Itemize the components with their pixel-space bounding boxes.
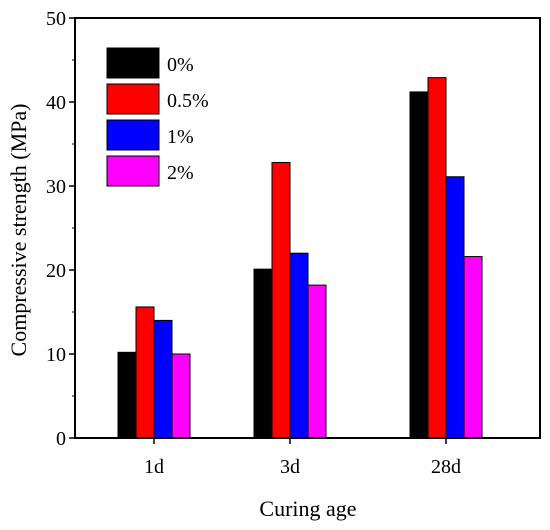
y-tick-label: 30 [46, 176, 66, 198]
bar-3d-0_5pct [271, 161, 291, 439]
bar-1d-0pct [117, 351, 137, 439]
y-tick-label: 20 [46, 260, 66, 282]
bar-28d-0_5pct [427, 77, 447, 439]
y-tick-label: 40 [46, 92, 66, 114]
x-tick-label-28d: 28d [431, 456, 461, 478]
bar-28d-0pct [409, 91, 429, 439]
legend-label-2: 1% [167, 126, 194, 148]
bar-1d-0_5pct [135, 306, 155, 439]
bar-3d-1pct [289, 252, 309, 439]
legend-swatch-0 [106, 47, 160, 79]
legend-swatch-3 [106, 155, 160, 187]
bar-3d-0pct [253, 268, 273, 439]
legend-swatch-2 [106, 119, 160, 151]
y-axis-title: Compressive strength (MPa) [6, 104, 31, 357]
y-tick-label: 10 [46, 344, 66, 366]
bar-1d-2pct [171, 353, 191, 439]
legend: 0% 0.5% 1% 2% [106, 47, 209, 187]
bar-3d-2pct [307, 284, 327, 439]
x-tick-label-1d: 1d [144, 456, 164, 478]
bar-28d-1pct [445, 176, 465, 439]
legend-swatch-1 [106, 83, 160, 115]
legend-label-0: 0% [167, 54, 194, 76]
x-axis-title: Curing age [259, 496, 356, 521]
bar-1d-1pct [153, 319, 173, 439]
y-tick-label: 0 [56, 428, 66, 450]
bar-28d-2pct [463, 256, 483, 439]
x-tick-label-3d: 3d [280, 456, 300, 478]
y-tick-label: 50 [46, 8, 66, 30]
bars-group [117, 77, 483, 439]
ticks-group: 0 10 20 30 40 50 1d 3d 28d [46, 8, 461, 478]
legend-label-1: 0.5% [167, 90, 209, 112]
legend-label-3: 2% [167, 162, 194, 184]
